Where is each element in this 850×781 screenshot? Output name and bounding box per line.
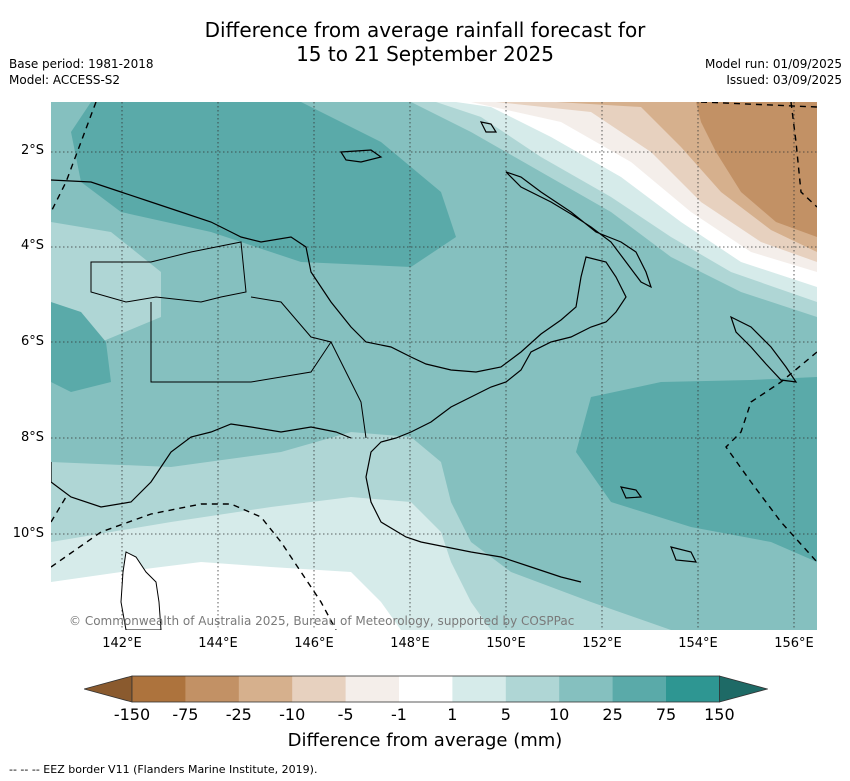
colorbar-swatch bbox=[292, 676, 347, 702]
lat-label: 8°S bbox=[20, 430, 44, 445]
colorbar-swatch bbox=[345, 676, 400, 702]
lon-label: 144°E bbox=[198, 636, 238, 651]
colorbar-tick-label: -1 bbox=[391, 705, 407, 724]
map-title: Difference from average rainfall forecas… bbox=[0, 18, 850, 66]
colorbar-tick-label: 10 bbox=[549, 705, 570, 724]
colorbar-swatch bbox=[238, 676, 293, 702]
colorbar-swatch bbox=[612, 676, 667, 702]
colorbar-swatch bbox=[132, 676, 186, 702]
colorbar-swatch bbox=[559, 676, 614, 702]
title-line-1: Difference from average rainfall forecas… bbox=[204, 18, 646, 42]
colorbar-swatch bbox=[399, 676, 453, 702]
colorbar-swatch bbox=[452, 676, 507, 702]
colorbar-extend-low bbox=[84, 675, 133, 703]
model-run: Model run: 01/09/2025 bbox=[704, 57, 842, 71]
lat-label: 6°S bbox=[20, 334, 44, 349]
borders bbox=[90, 241, 367, 439]
eez-footnote: -- -- -- EEZ border V11 (Flanders Marine… bbox=[9, 763, 318, 776]
colorbar-tick-label: -150 bbox=[113, 705, 151, 724]
lon-label: 150°E bbox=[486, 636, 526, 651]
map-canvas bbox=[51, 102, 817, 630]
base-period: Base period: 1981-2018 bbox=[9, 57, 154, 71]
eez-borders bbox=[51, 102, 817, 630]
colorbar-extend-high bbox=[719, 675, 768, 703]
meta-left: Base period: 1981-2018 Model: ACCESS-S2 bbox=[9, 56, 154, 88]
colorbar-tick-label: 25 bbox=[602, 705, 623, 724]
gridlines bbox=[51, 102, 817, 630]
lat-label: 10°S bbox=[12, 526, 44, 541]
lon-label: 148°E bbox=[390, 636, 430, 651]
lat-label: 2°S bbox=[20, 143, 44, 158]
colorbar-tick-label: 1 bbox=[447, 705, 458, 724]
shade-central-dark bbox=[71, 102, 456, 267]
title-line-2: 15 to 21 September 2025 bbox=[296, 42, 554, 66]
colorbar-label: Difference from average (mm) bbox=[287, 730, 563, 751]
colorbar-swatch bbox=[666, 676, 720, 702]
cape-york bbox=[120, 551, 162, 630]
rainfall-map: © Commonwealth of Australia 2025, Bureau… bbox=[51, 102, 817, 630]
colorbar-tick-label: 150 bbox=[704, 705, 735, 724]
lat-label: 4°S bbox=[20, 238, 44, 253]
colorbar-tick-label: -75 bbox=[172, 705, 199, 724]
shade-southeast-dark bbox=[576, 377, 817, 562]
colorbar-tick-label: 75 bbox=[655, 705, 677, 724]
lon-label: 156°E bbox=[774, 636, 814, 651]
model-name: Model: ACCESS-S2 bbox=[9, 73, 121, 87]
coastlines bbox=[51, 121, 798, 583]
colorbar-tick-label: 5 bbox=[500, 705, 511, 724]
lon-label: 146°E bbox=[294, 636, 334, 651]
colorbar-tick-label: -5 bbox=[337, 705, 354, 724]
copyright-text: © Commonwealth of Australia 2025, Bureau… bbox=[69, 614, 575, 628]
colorbar-swatch bbox=[185, 676, 240, 702]
lon-label: 154°E bbox=[678, 636, 718, 651]
lon-label: 152°E bbox=[582, 636, 622, 651]
meta-right: Model run: 01/09/2025 Issued: 03/09/2025 bbox=[705, 56, 842, 88]
lon-label: 142°E bbox=[102, 636, 142, 651]
colorbar-tick-label: -25 bbox=[225, 705, 252, 724]
colorbar bbox=[84, 675, 768, 703]
issued-date: Issued: 03/09/2025 bbox=[726, 73, 842, 87]
shade-west-dark bbox=[51, 302, 111, 392]
colorbar-swatch bbox=[505, 676, 560, 702]
shade-ne-7 bbox=[696, 102, 817, 237]
colorbar-tick-label: -10 bbox=[279, 705, 306, 724]
